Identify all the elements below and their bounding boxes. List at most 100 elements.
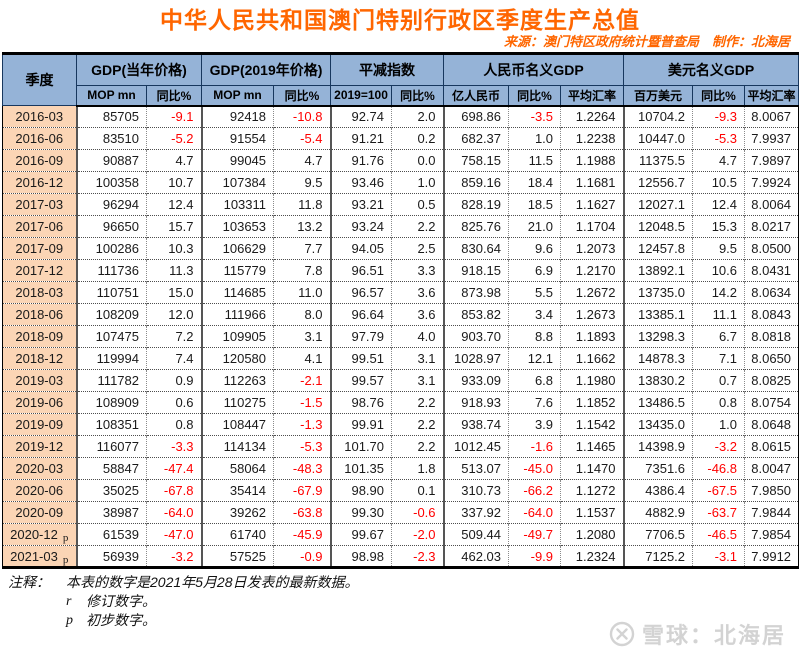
value-cell: -0.9 — [273, 545, 331, 568]
table-row: 2021-03 p 56939 -3.2 57525 -0.9 98.98 -2.3 462.0… — [2, 545, 799, 568]
value-cell: 57525 — [200, 545, 274, 568]
value-cell: 98.90 — [329, 479, 392, 502]
value-cell: 12457.8 — [622, 237, 693, 260]
watermark: 雪球：北海居 — [609, 618, 786, 650]
value-cell: 94.05 — [329, 237, 392, 260]
value-cell: 92.74 — [329, 105, 392, 128]
value-cell: 18.4 — [508, 171, 561, 194]
value-cell: 873.98 — [442, 281, 509, 304]
column-sub-header: 同比% — [391, 85, 445, 107]
value-cell: -2.3 — [391, 545, 444, 568]
value-cell: 99.51 — [329, 347, 392, 370]
note-line-main: 注释： 本表的数字是2021年5月28日发表的最新数据。 — [8, 573, 800, 592]
value-cell: 5.5 — [508, 281, 561, 304]
value-cell: 4386.4 — [622, 479, 693, 502]
quarter-cell: 2017-09 — [2, 237, 77, 260]
value-cell: 853.82 — [442, 303, 509, 326]
value-cell: 18.5 — [508, 193, 561, 216]
value-cell: 12.4 — [145, 193, 202, 216]
value-cell: 7.9854 — [744, 523, 799, 546]
value-cell: 93.21 — [329, 193, 392, 216]
value-cell: 12.0 — [145, 303, 202, 326]
value-cell: 93.46 — [329, 171, 392, 194]
value-cell: 91.76 — [329, 149, 392, 172]
page-title: 中华人民共和国澳门特别行政区季度生产总值 — [160, 7, 640, 33]
value-cell: 114134 — [200, 435, 274, 458]
value-cell: 1.1980 — [560, 369, 624, 392]
value-cell: -1.6 — [508, 435, 561, 458]
value-cell: 1.0 — [692, 413, 745, 436]
value-cell: 7125.2 — [622, 545, 693, 568]
value-cell: 7.1 — [692, 347, 745, 370]
table-row: 2017-03 96294 12.4 103311 11.8 93.21 0.5 828.19… — [2, 193, 799, 216]
table-row: 2019-03 111782 0.9 112263 -2.1 99.57 3.1 933.09… — [2, 369, 799, 392]
value-cell: 1.0 — [508, 127, 561, 150]
value-cell: 13435.0 — [622, 413, 693, 436]
value-cell: 58847 — [75, 457, 147, 480]
value-cell: 4.7 — [145, 149, 202, 172]
table-row: 2018-03 110751 15.0 114685 11.0 96.57 3.6 873.9… — [2, 281, 799, 304]
value-cell: 101.70 — [329, 435, 392, 458]
value-cell: 109905 — [200, 325, 274, 348]
value-cell: 682.37 — [442, 127, 509, 150]
value-cell: 1.2264 — [560, 105, 624, 128]
table-row: 2016-09 90887 4.7 99045 4.7 91.76 0.0 758.15 11.… — [2, 149, 799, 172]
value-cell: -67.9 — [273, 479, 331, 502]
value-cell: 2.0 — [391, 105, 444, 128]
value-cell: 462.03 — [442, 545, 509, 568]
value-cell: 0.8 — [145, 413, 202, 436]
quarter-cell: 2018-09 — [2, 325, 77, 348]
value-cell: 1.1893 — [560, 325, 624, 348]
value-cell: 1.1988 — [560, 149, 624, 172]
value-cell: 96.64 — [329, 303, 392, 326]
value-cell: -64.0 — [508, 501, 561, 524]
value-cell: 337.92 — [442, 501, 509, 524]
note-line-item: p 初步数字。 — [8, 611, 800, 630]
value-cell: -9.9 — [508, 545, 561, 568]
value-cell: 11375.5 — [622, 149, 693, 172]
value-cell: -63.8 — [273, 501, 331, 524]
value-cell: 1.1542 — [560, 413, 624, 436]
column-sub-header: MOP mn — [201, 85, 275, 107]
table-header: 季度 GDP(当年价格) GDP(2019年价格) 平减指数 人民币名义GDP 美元名义… — [2, 53, 800, 107]
value-cell: 3.1 — [391, 369, 444, 392]
value-cell: 111782 — [75, 369, 147, 392]
value-cell: 2.5 — [391, 237, 444, 260]
value-cell: 3.6 — [391, 303, 444, 326]
value-cell: 110275 — [200, 391, 274, 414]
value-cell: 35414 — [200, 479, 274, 502]
quarter-cell: 2016-09 — [2, 149, 77, 172]
value-cell: 91554 — [200, 127, 274, 150]
value-cell: 14878.3 — [622, 347, 693, 370]
note-text: 修订数字。 — [86, 593, 156, 609]
value-cell: 918.15 — [442, 259, 509, 282]
value-cell: 12048.5 — [622, 215, 693, 238]
value-cell: 11.0 — [273, 281, 331, 304]
value-cell: 108447 — [200, 413, 274, 436]
value-cell: -45.9 — [273, 523, 331, 546]
value-cell: 99.91 — [329, 413, 392, 436]
notes-label: 注释： — [8, 574, 50, 590]
value-cell: 2.2 — [391, 413, 444, 436]
value-cell: -2.0 — [391, 523, 444, 546]
value-cell: 830.64 — [442, 237, 509, 260]
value-cell: 4.1 — [273, 347, 331, 370]
table-row: 2016-12 100358 10.7 107384 9.5 93.46 1.0 859.16… — [2, 171, 799, 194]
value-cell: 96294 — [75, 193, 147, 216]
value-cell: 103653 — [200, 215, 274, 238]
value-cell: 98.76 — [329, 391, 392, 414]
value-cell: 2.2 — [391, 435, 444, 458]
value-cell: 3.3 — [391, 259, 444, 282]
preliminary-flag: p — [62, 553, 69, 566]
value-cell: 7.9937 — [744, 127, 799, 150]
column-sub-header: 亿人民币 — [443, 85, 510, 107]
column-group-header: GDP(当年价格) — [75, 53, 203, 86]
value-cell: 100286 — [75, 237, 147, 260]
column-sub-header: 同比% — [145, 85, 203, 107]
value-cell: 115779 — [200, 259, 274, 282]
value-cell: 1.1662 — [560, 347, 624, 370]
value-cell: 21.0 — [508, 215, 561, 238]
value-cell: 114685 — [200, 281, 274, 304]
value-cell: 10704.2 — [622, 105, 693, 128]
value-cell: 99.67 — [329, 523, 392, 546]
